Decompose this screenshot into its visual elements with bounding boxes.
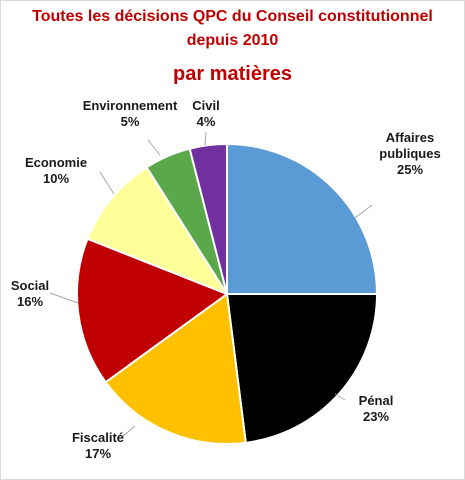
pie-slice-2: [104, 293, 247, 445]
pie-slice-4: [86, 166, 228, 295]
leader-line-6: [204, 131, 207, 147]
pie-slice-6: [188, 143, 228, 295]
pie-slice-1: [226, 293, 378, 444]
slice-label-0: Affaires publiques 25%: [379, 130, 440, 177]
chart-title: Toutes les décisions QPC du Conseil cons…: [32, 8, 433, 25]
slice-percent: 25%: [397, 162, 423, 177]
slice-name: Fiscalité: [72, 430, 124, 445]
slice-percent: 4%: [197, 114, 216, 129]
slice-label-1: Pénal 23%: [359, 393, 394, 424]
pie-slice-3: [76, 237, 228, 384]
slice-percent: 16%: [17, 294, 43, 309]
leader-line-3: [49, 292, 79, 304]
slice-name: Pénal: [359, 393, 394, 408]
slice-name: Social: [11, 278, 49, 293]
slice-name: Affaires: [386, 130, 434, 145]
slice-percent: 10%: [43, 171, 69, 186]
slice-label-4: Economie 10%: [25, 155, 87, 186]
chart-subtitle: par matières: [173, 63, 292, 85]
slice-name: publiques: [379, 146, 440, 161]
pie-slice-0: [226, 143, 378, 295]
leader-line-2: [121, 425, 136, 438]
leader-line-1: [334, 393, 346, 401]
leader-line-4: [99, 171, 115, 195]
leader-line-5: [147, 139, 161, 156]
slice-name: Civil: [192, 98, 219, 113]
slice-label-3: Social 16%: [11, 278, 49, 309]
slice-name: Economie: [25, 155, 87, 170]
slice-percent: 5%: [121, 114, 140, 129]
slice-name: Environnement: [83, 98, 178, 113]
slice-percent: 23%: [363, 409, 389, 424]
slice-label-2: Fiscalité 17%: [72, 430, 124, 461]
slice-label-6: Civil 4%: [192, 98, 219, 129]
leader-line-0: [354, 204, 373, 219]
slice-label-5: Environnement 5%: [83, 98, 178, 129]
chart-title-line-2: depuis 2010: [186, 32, 279, 49]
slice-percent: 17%: [85, 446, 111, 461]
